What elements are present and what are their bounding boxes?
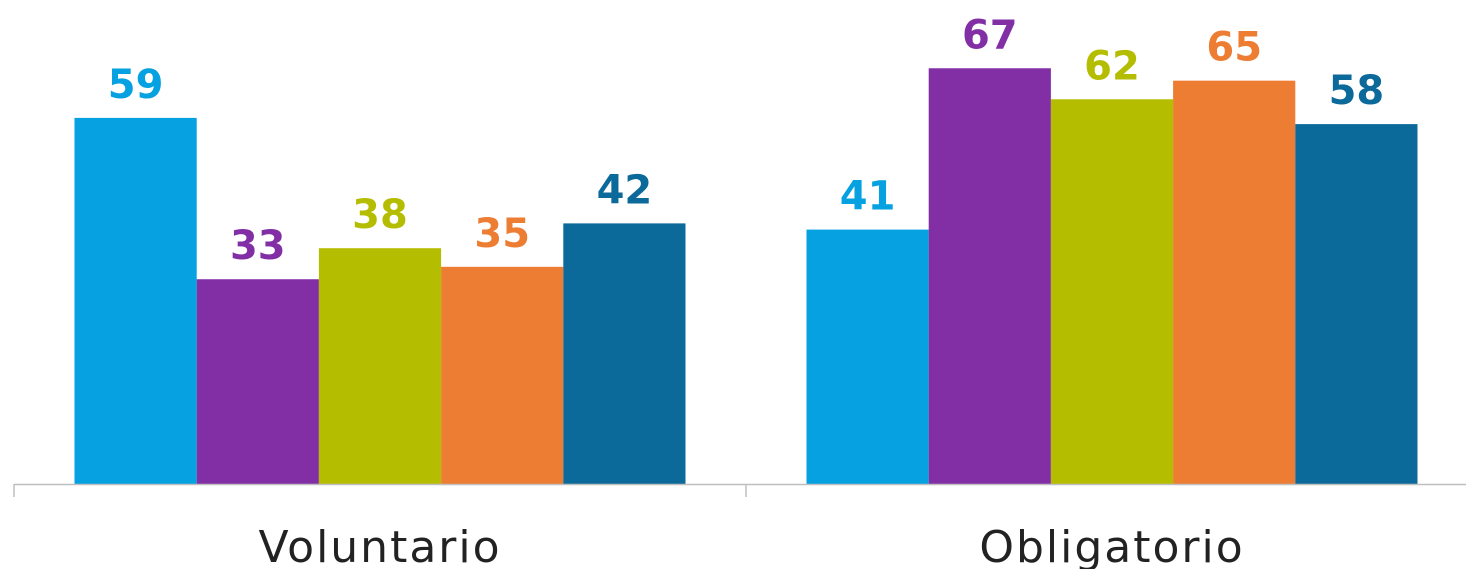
- value-label: 35: [474, 211, 530, 257]
- value-label: 42: [597, 167, 653, 213]
- value-label: 59: [108, 62, 164, 108]
- value-label: 41: [840, 174, 896, 220]
- value-label: 62: [1084, 43, 1140, 89]
- value-label: 67: [962, 12, 1018, 58]
- value-label: 38: [352, 192, 408, 238]
- x-tick-label: Voluntario: [258, 522, 501, 569]
- bar: [74, 117, 197, 485]
- bar: [1295, 124, 1418, 484]
- bar: [1050, 99, 1174, 485]
- bar: [318, 248, 442, 484]
- x-tick-label: Obligatorio: [979, 522, 1244, 569]
- value-label: 58: [1329, 68, 1385, 114]
- value-label: 33: [230, 223, 286, 269]
- bar: [928, 68, 1051, 484]
- bar: [806, 229, 929, 484]
- bar: [563, 223, 686, 484]
- bar: [196, 279, 319, 484]
- value-label: 65: [1206, 25, 1262, 71]
- bar: [441, 266, 564, 484]
- bar: [1173, 80, 1296, 485]
